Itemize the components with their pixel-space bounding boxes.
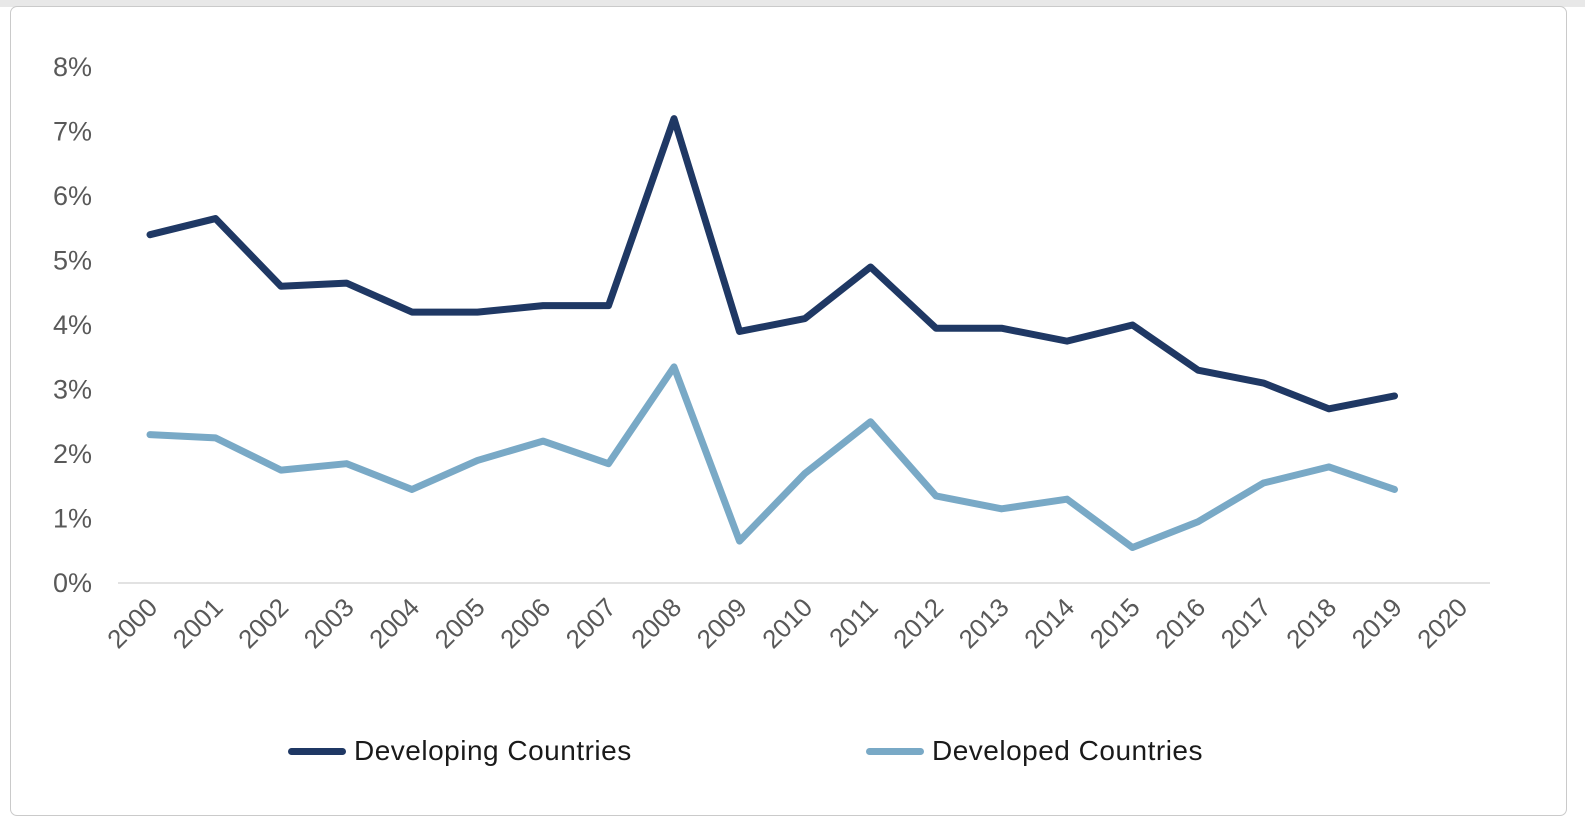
developed-countries-swatch — [866, 747, 924, 755]
developing-countries-swatch — [288, 747, 346, 755]
legend-label: Developing Countries — [354, 735, 632, 766]
legend-item-developing-countries: Developing Countries — [288, 733, 632, 769]
window-edge-strip — [0, 0, 1585, 7]
chart-card — [10, 6, 1567, 816]
chart-legend: Developing Countries Developed Countries — [0, 733, 1585, 773]
legend-item-developed-countries: Developed Countries — [866, 733, 1203, 769]
legend-label: Developed Countries — [932, 735, 1203, 766]
